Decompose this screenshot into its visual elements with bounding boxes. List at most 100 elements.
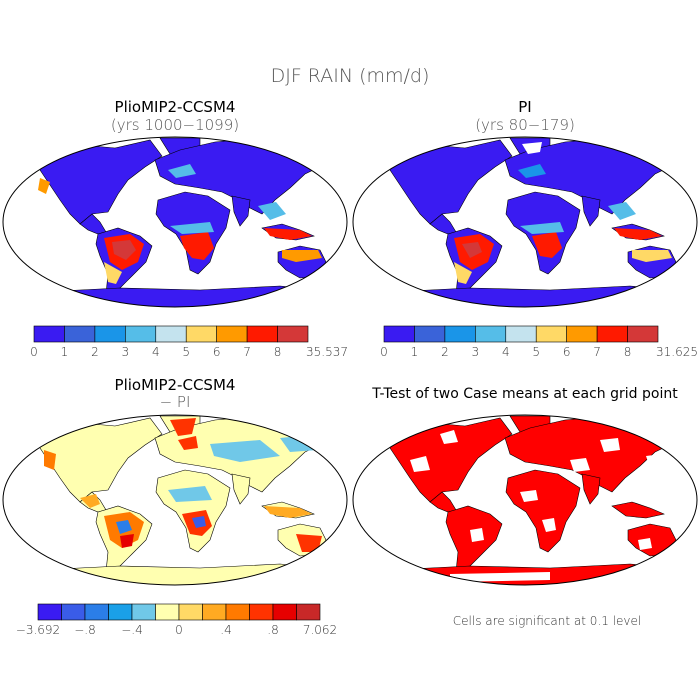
colorbar-swatch [131,603,156,621]
colorbar-swatch [225,603,250,621]
nonsig-cell [520,490,538,502]
region-central-america [80,494,100,508]
colorbar-swatch [505,325,537,343]
colorbar-tick-label: −.8 [74,623,96,637]
region-africa-wet [180,232,214,260]
colorbar-swatch [37,603,62,621]
colorbar-swatch [185,325,217,343]
region-se-asia [258,202,286,220]
colorbar-swatch [64,325,96,343]
region-australia-wet [296,534,322,552]
colorbar-swatch [535,325,567,343]
colorbar-tick-label: 0 [380,345,388,359]
region-sahel-dry [168,486,212,502]
colorbar-swatch [414,325,446,343]
region-amazon-core [462,242,482,258]
colorbar-tick-label: 7 [243,345,251,359]
panel-subtitle: − PI [160,393,191,411]
colorbar-swatch [246,325,278,343]
region-africa-dry [192,516,206,528]
region-maritime-wet [264,228,312,240]
panel-difference: PlioMIP2-CCSM4 − PI [2,376,348,586]
colorbar-tick-label: 1 [61,345,69,359]
region-europe-wet [178,436,198,450]
colorbar-swatch [202,603,227,621]
colorbar-swatch [33,325,65,343]
colorbar-tick-label: 0 [175,623,183,637]
panel-pi-climatology: PI (yrs 80−179) [352,98,698,308]
colorbar-max-label: 35.537 [306,345,348,359]
colorbar-max-label: 31.625 [656,345,698,359]
region-australia-north [632,250,672,262]
colorbar-pi: 0 1 2 3 4 5 6 7 8 31.625 [380,325,698,359]
region-europe-coast [168,164,196,178]
colorbar-swatch [155,603,180,621]
region-africa-fringe [170,222,214,234]
colorbar-swatch [125,325,157,343]
colorbar-tick-label: 5 [182,345,190,359]
colorbar-swatch [383,325,415,343]
colorbar-swatch [178,603,203,621]
colorbar-tick-label: 2 [441,345,449,359]
region-amazon-red [120,534,134,548]
colorbar-tick-label: 1 [411,345,419,359]
region-se-asia [608,202,636,220]
panel-title: PlioMIP2-CCSM4 [115,98,236,116]
region-s-america-fringe [104,262,122,284]
panel-plio-climatology: PlioMIP2-CCSM4 (yrs 1000−1099) [2,98,348,308]
nonsig-cell [542,518,556,532]
nonsig-cell [440,430,458,444]
colorbar-tick-label: .4 [220,623,231,637]
panel-subtitle: (yrs 80−179) [475,116,575,134]
colorbar-tick-label: 3 [472,345,480,359]
colorbar-tick-label: .8 [267,623,278,637]
colorbar-tick-label: 7 [593,345,601,359]
colorbar-swatch [249,603,274,621]
map-plio [3,137,347,307]
colorbar-tick-label: 5 [532,345,540,359]
map-significance [353,415,697,585]
nonsig-cell [638,538,652,550]
region-amazon-dry [116,520,132,534]
colorbar-swatch [475,325,507,343]
colorbar-tick-label: 3 [122,345,130,359]
colorbar-tick-label: 6 [213,345,221,359]
colorbar-swatch [272,603,297,621]
significance-note: Cells are significant at 0.1 level [453,614,641,628]
panel-ttest: T-Test of two Case means at each grid po… [352,386,698,628]
region-greenland-gap [522,142,542,154]
colorbar-swatch [61,603,86,621]
colorbar-tick-label: 0 [30,345,38,359]
colorbar-tick-label: 4 [152,345,160,359]
region-maritime-wet [264,506,312,518]
nonsig-cell [470,528,484,542]
colorbar-swatch [566,325,598,343]
colorbar-swatch [155,325,187,343]
colorbar-swatch [627,325,659,343]
nonsig-cell [570,458,590,472]
region-europe-coast [518,164,546,178]
colorbar-difference: −3.692 −.8 −.4 0 .4 .8 7.062 [16,603,337,637]
nonsig-cell [450,572,550,582]
colorbar-plio: 0 1 2 3 4 5 6 7 8 35.537 [30,325,348,359]
region-amazon-core [112,240,136,260]
colorbar-tick-label: 8 [624,345,632,359]
panel-title: T-Test of two Case means at each grid po… [371,386,678,402]
colorbar-swatch [108,603,133,621]
region-pacific-nw [38,178,50,194]
figure-title: DJF RAIN (mm/d) [271,65,430,87]
panel-subtitle: (yrs 1000−1099) [111,116,239,134]
colorbar-swatch [94,325,126,343]
map-pi [353,137,697,307]
region-australia-north [282,250,322,262]
colorbar-tick-label: −.4 [121,623,143,637]
colorbar-tick-label: 6 [563,345,571,359]
colorbar-swatch [444,325,476,343]
colorbar-tick-label: 4 [502,345,510,359]
region-maritime-wet [614,228,662,240]
colorbar-swatch [216,325,248,343]
region-s-america-fringe [454,262,472,284]
colorbar-tick-label: 7.062 [303,623,337,637]
colorbar-tick-label: −3.692 [16,623,60,637]
region-greenland-wet [170,418,196,436]
